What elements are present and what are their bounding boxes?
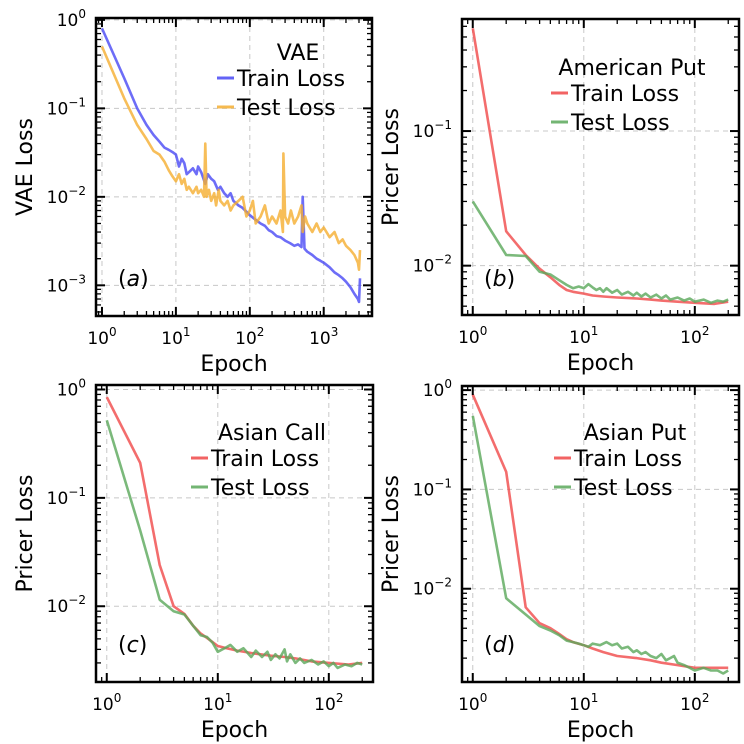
x-tick-label: 103 (309, 325, 338, 349)
x-tick-label: 101 (569, 324, 598, 348)
x-tick-label: 102 (314, 691, 343, 715)
y-axis-label: Pricer Loss (13, 475, 38, 593)
y-tick-label: 10−2 (413, 576, 452, 600)
series-line-test-loss (100, 45, 362, 272)
y-tick-label: 10−1 (413, 476, 452, 500)
axes-frame (94, 16, 374, 318)
legend-entry-label: Train Loss (236, 67, 345, 92)
y-tick-label: 10−1 (413, 118, 452, 142)
y-axis-label: Pricer Loss (379, 108, 404, 226)
x-axis-label: Epoch (567, 351, 634, 376)
y-tick-label: 10−2 (413, 253, 452, 277)
legend-entry-label: Test Loss (236, 96, 336, 121)
x-tick-label: 101 (161, 325, 190, 349)
panel-a: 100 101 102 103 10−3 10−2 10−1 100 Epoch VAE Loss… (13, 7, 374, 377)
series-line-test-loss (105, 419, 363, 670)
legend-title: Asian Call (218, 421, 326, 446)
panel-d: 100 101 102 10−2 10−1 100 Epoch Pricer Loss (d) A… (379, 377, 741, 743)
y-tick-label: 10−3 (47, 272, 86, 296)
legend-title: American Put (558, 56, 706, 81)
panel-tag: (d) (484, 633, 515, 658)
series-group (105, 396, 363, 670)
legend-title: VAE (277, 41, 320, 66)
axes-frame (460, 17, 741, 317)
axes-frame (94, 383, 375, 684)
panel-tag: (b) (484, 267, 515, 292)
panel-tag: (c) (118, 633, 147, 658)
panel-b: 100 101 102 10−2 10−1 Epoch Pricer Loss (b) Amer… (379, 17, 741, 376)
x-tick-label: 100 (458, 691, 487, 715)
x-axis-label: Epoch (567, 718, 634, 743)
series-group (100, 27, 362, 304)
panel-tag: (a) (118, 267, 149, 292)
y-tick-label: 10−1 (47, 485, 86, 509)
y-tick-label: 10−2 (47, 184, 86, 208)
y-tick-label: 10−1 (47, 95, 86, 119)
x-tick-label: 101 (203, 691, 232, 715)
x-tick-label: 100 (87, 325, 116, 349)
series-line-train-loss (471, 394, 729, 670)
x-tick-label: 102 (680, 324, 709, 348)
x-tick-label: 100 (92, 691, 121, 715)
legend-entry-label: Train Loss (210, 447, 319, 472)
legend-title: Asian Put (584, 421, 687, 446)
legend-entry-label: Test Loss (570, 111, 670, 136)
series-line-test-loss (471, 415, 729, 675)
y-tick-label: 10−2 (47, 593, 86, 617)
series-line-train-loss (471, 28, 729, 306)
series-group (471, 394, 729, 675)
x-axis-label: Epoch (200, 352, 267, 377)
axes-frame (460, 384, 741, 684)
y-axis-label: VAE Loss (13, 118, 38, 216)
legend-entry-label: Test Loss (573, 476, 673, 501)
series-group (471, 28, 729, 306)
x-tick-label: 100 (458, 324, 487, 348)
x-tick-label: 102 (680, 691, 709, 715)
y-tick-label: 100 (423, 377, 452, 401)
x-tick-label: 101 (569, 691, 598, 715)
legend-entry-label: Train Loss (570, 82, 679, 107)
series-line-test-loss (471, 200, 729, 305)
legend-entry-label: Test Loss (210, 476, 310, 501)
y-tick-label: 100 (57, 376, 86, 400)
x-tick-label: 102 (235, 325, 264, 349)
legend-entry-label: Train Loss (573, 447, 682, 472)
x-axis-label: Epoch (201, 718, 268, 743)
y-tick-label: 100 (57, 7, 86, 31)
y-axis-label: Pricer Loss (379, 475, 404, 593)
panel-c: 100 101 102 10−2 10−1 100 Epoch Pricer Loss (c) A… (13, 376, 375, 743)
